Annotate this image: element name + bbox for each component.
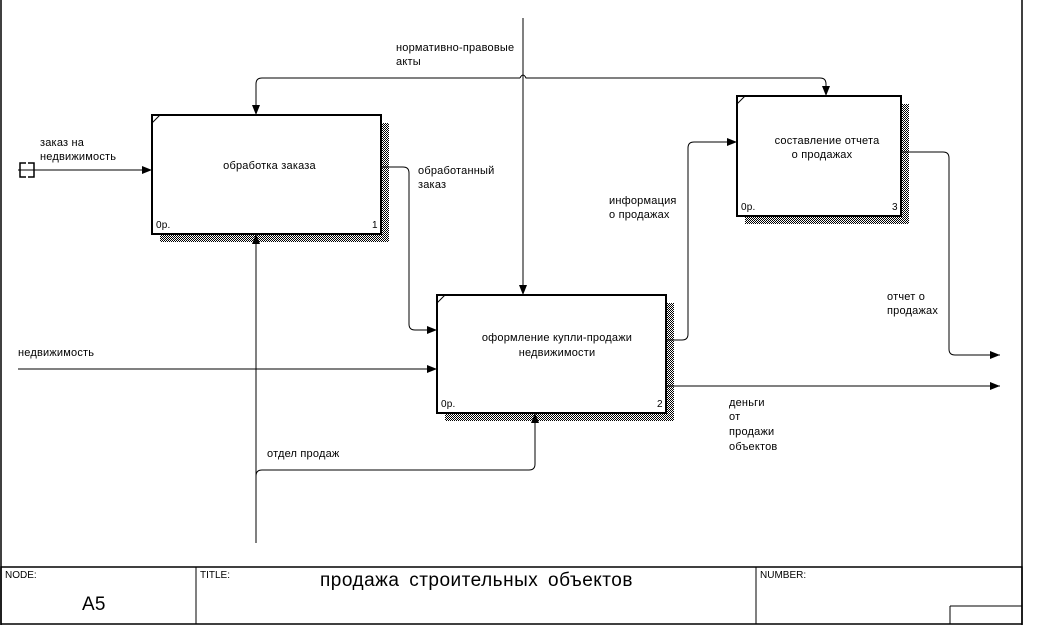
box-2-shadow: [666, 303, 674, 421]
label-input1-line-1: заказ на: [40, 137, 85, 149]
label-money-line-4: объектов: [729, 441, 778, 453]
box-3-number: 3: [892, 202, 898, 213]
control-arrow-branch-1[interactable]: [252, 77, 520, 115]
title-label: TITLE:: [200, 570, 231, 581]
number-label: NUMBER:: [760, 570, 807, 581]
label-mechanism: отдел продаж: [267, 448, 340, 460]
box-2-status: 0р.: [441, 399, 456, 410]
box-3-name-line-2: о продажах: [791, 149, 853, 161]
diagram-frame: [0, 0, 1023, 625]
box-1-status: 0р.: [156, 220, 171, 231]
box-2-name-line-2: недвижимости: [518, 347, 596, 359]
label-input1-line-2: недвижимость: [40, 151, 117, 163]
label-report-line-2: продажах: [887, 305, 939, 317]
output-arrow-report[interactable]: [901, 151, 1000, 359]
label-input2: недвижимость: [18, 347, 95, 359]
activity-box-3[interactable]: [736, 95, 902, 217]
box-1-name: обработка заказа: [223, 160, 316, 172]
output-arrow-processed-order[interactable]: [381, 166, 437, 334]
mechanism-arrow-branch-2[interactable]: [255, 413, 539, 477]
box-1-shadow-bottom: [160, 234, 389, 242]
node-label: NODE:: [5, 570, 37, 581]
label-money-line-3: продажи: [729, 426, 775, 438]
diagram-title: продажа строительных объектов: [320, 570, 633, 591]
label-money-line-2: от: [729, 411, 741, 423]
box-3-status: 0р.: [741, 202, 756, 213]
label-money-line-1: деньги: [729, 397, 765, 409]
activity-box-2[interactable]: [436, 294, 667, 414]
box-3-shadow-bottom: [745, 216, 909, 224]
bracket-tunnel-icon: [19, 162, 35, 178]
label-processed-line-2: заказ: [418, 179, 447, 191]
node-value: A5: [82, 594, 106, 615]
title-block: [0, 566, 1023, 625]
box-1-shadow: [381, 123, 389, 242]
label-sales-info-line-1: информация: [609, 195, 677, 207]
box-2-number: 2: [657, 399, 663, 410]
label-control-line-1: нормативно-правовые: [396, 42, 515, 54]
box-3-name-line-1: составление отчета: [774, 135, 880, 147]
label-control-line-2: акты: [396, 56, 421, 68]
box-2-shadow-bottom: [445, 413, 674, 421]
label-processed-line-1: обработанный: [418, 165, 495, 177]
activity-box-1[interactable]: [151, 114, 382, 235]
output-arrow-sales-info[interactable]: [666, 138, 737, 341]
label-report-line-1: отчет о: [887, 291, 926, 303]
control-arrow-branch-3[interactable]: [519, 74, 830, 96]
box-1-number: 1: [372, 220, 378, 231]
box-2-name-line-1: оформление купли-продажи: [481, 332, 633, 344]
label-sales-info-line-2: о продажах: [609, 209, 670, 221]
box-3-shadow: [901, 104, 909, 224]
